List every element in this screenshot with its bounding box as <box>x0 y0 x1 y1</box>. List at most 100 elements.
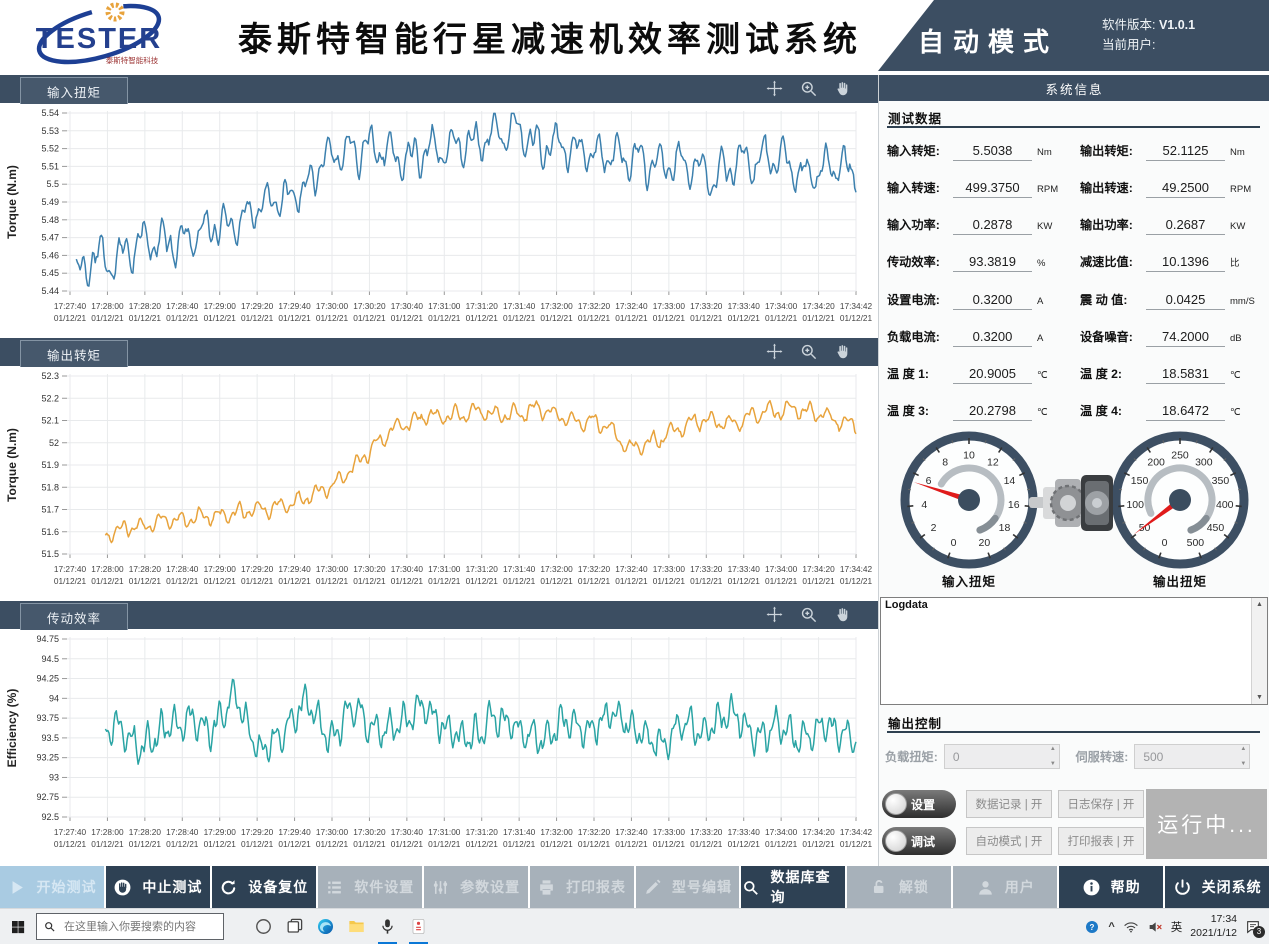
test-data-cell: 输入功率: 0.2878 KW <box>882 215 1075 236</box>
chart-header-1: 输入扭矩 <box>0 75 878 104</box>
abort-test-button[interactable]: 中止测试 <box>105 866 210 908</box>
svg-text:01/12/21: 01/12/21 <box>391 576 424 586</box>
taskbar-search[interactable] <box>36 913 224 940</box>
app-1-taskbar-icon[interactable] <box>372 909 403 944</box>
tray-clock[interactable]: 17:34 2021/1/12 <box>1190 913 1237 940</box>
pan-icon[interactable] <box>833 342 852 361</box>
notification-icon[interactable]: 3 <box>1245 919 1265 938</box>
chart-tab-1[interactable]: 输入扭矩 <box>20 77 128 104</box>
database-query-button[interactable]: 数据库查询 <box>741 866 846 908</box>
volume-muted-icon[interactable] <box>1147 919 1163 935</box>
svg-text:01/12/21: 01/12/21 <box>503 576 536 586</box>
scroll-up-icon[interactable]: ▲ <box>1256 601 1263 608</box>
software-settings-button[interactable]: 软件设置 <box>317 866 422 908</box>
logdata-box[interactable]: Logdata ▲ ▼ <box>880 597 1268 705</box>
flag-label: 打印报表 | 开 <box>1067 836 1135 848</box>
logo-subtext: 泰斯特智能科技 <box>106 55 159 65</box>
test-data-value: 93.3819 <box>953 254 1032 273</box>
step-down-icon[interactable]: ▼ <box>1049 760 1056 767</box>
test-data-cell: 传动效率: 93.3819% <box>882 252 1075 273</box>
device-reset-button[interactable]: 设备复位 <box>211 866 316 908</box>
edge-taskbar-icon[interactable] <box>310 909 341 944</box>
cortana-taskbar-icon[interactable] <box>248 909 279 944</box>
svg-text:17:28:00: 17:28:00 <box>91 564 124 574</box>
zoom-in-icon[interactable] <box>799 605 818 624</box>
svg-text:450: 450 <box>1207 522 1225 534</box>
crosshair-icon[interactable] <box>765 342 784 361</box>
chart-tab-3[interactable]: 传动效率 <box>20 603 128 630</box>
step-up-icon[interactable]: ▲ <box>1049 745 1056 752</box>
svg-text:01/12/21: 01/12/21 <box>765 839 798 849</box>
step-up-icon[interactable]: ▲ <box>1240 745 1247 752</box>
search-input[interactable] <box>62 919 217 934</box>
flag-label: 自动模式 | 开 <box>975 836 1043 848</box>
test-data-cell: 减速比值: 10.1396 比 <box>1075 252 1268 273</box>
svg-text:12: 12 <box>987 456 999 468</box>
output-control-fields: 负载扭矩: 0 ▲ ▼ 伺服转速: 500 ▲ ▼ <box>885 741 1266 771</box>
search-icon <box>45 922 55 932</box>
unlock-button[interactable]: 解锁 <box>847 866 952 908</box>
svg-text:17:31:00: 17:31:00 <box>428 827 461 837</box>
svg-text:17:34:20: 17:34:20 <box>802 827 835 837</box>
help-tray-icon[interactable]: ? <box>1084 919 1100 935</box>
user-button[interactable]: 用户 <box>953 866 1058 908</box>
test-data-value: 10.1396 <box>1146 254 1225 273</box>
print-report-flag-button[interactable]: 打印报表 | 开 <box>1058 827 1144 855</box>
chart-tab-2[interactable]: 输出转矩 <box>20 340 128 367</box>
test-data-label: 输入转速: <box>887 180 940 195</box>
control-area: 设置调试 数据记录 | 开 日志保存 | 开自动模式 | 开 打印报表 | 开运行中.… <box>882 788 1267 862</box>
svg-text:92.5: 92.5 <box>41 812 59 822</box>
step-down-icon[interactable]: ▼ <box>1240 760 1247 767</box>
app-2-taskbar-icon[interactable] <box>403 909 434 944</box>
system-info-title: 系统信息 <box>879 75 1269 101</box>
test-data-value: 20.9005 <box>953 366 1032 385</box>
settings-toggle[interactable]: 设置 <box>882 790 956 818</box>
svg-text:01/12/21: 01/12/21 <box>653 839 686 849</box>
svg-text:250: 250 <box>1171 450 1189 462</box>
auto-mode-flag-button[interactable]: 自动模式 | 开 <box>966 827 1052 855</box>
svg-text:17:33:20: 17:33:20 <box>690 827 723 837</box>
data-record-flag-button[interactable]: 数据记录 | 开 <box>966 790 1052 818</box>
output-control-field-servo-speed: 伺服转速: 500 ▲ ▼ <box>1076 743 1267 769</box>
gauge-dial: 0 24 68 10 12 14 16 18 20 <box>900 431 1038 569</box>
svg-text:17:33:20: 17:33:20 <box>690 301 723 311</box>
svg-text:17:30:00: 17:30:00 <box>316 564 349 574</box>
chart-block-2: 输出转矩 17:27:40 01/12/21 17:28:00 01/12/21 17:2… <box>0 338 878 601</box>
crosshair-icon[interactable] <box>765 79 784 98</box>
crosshair-icon[interactable] <box>765 605 784 624</box>
logdata-scrollbar[interactable]: ▲ ▼ <box>1251 598 1267 704</box>
log-save-flag-button[interactable]: 日志保存 | 开 <box>1058 790 1144 818</box>
input-language-indicator[interactable]: 英 <box>1170 921 1183 934</box>
zoom-in-icon[interactable] <box>799 342 818 361</box>
task-view-taskbar-icon[interactable] <box>279 909 310 944</box>
model-edit-button[interactable]: 型号编辑 <box>635 866 740 908</box>
load-torque-stepper[interactable]: 0 ▲ ▼ <box>943 743 1060 769</box>
svg-text:5.52: 5.52 <box>41 144 59 154</box>
pan-icon[interactable] <box>833 79 852 98</box>
file-explorer-taskbar-icon[interactable] <box>341 909 372 944</box>
running-status-button[interactable]: 运行中... <box>1146 789 1267 859</box>
start-button[interactable] <box>0 909 36 944</box>
svg-text:17:33:00: 17:33:00 <box>653 301 686 311</box>
svg-text:4: 4 <box>921 499 927 511</box>
tray-expand-icon[interactable]: ^ <box>1108 920 1115 933</box>
start-test-button[interactable]: 开始测试 <box>0 866 104 908</box>
svg-text:51.7: 51.7 <box>41 505 59 515</box>
debug-toggle[interactable]: 调试 <box>882 827 956 855</box>
scroll-down-icon[interactable]: ▼ <box>1256 694 1263 701</box>
stepper-arrows[interactable]: ▲ ▼ <box>1050 746 1056 767</box>
wifi-icon[interactable] <box>1123 919 1139 935</box>
print-report-button[interactable]: 打印报表 <box>529 866 634 908</box>
stepper-arrows[interactable]: ▲ ▼ <box>1240 746 1246 767</box>
svg-text:01/12/21: 01/12/21 <box>615 576 648 586</box>
zoom-in-icon[interactable] <box>799 79 818 98</box>
shutdown-button[interactable]: 关闭系统 <box>1165 866 1269 908</box>
servo-speed-stepper[interactable]: 500 ▲ ▼ <box>1134 743 1251 769</box>
parameter-settings-button[interactable]: 参数设置 <box>423 866 528 908</box>
svg-text:52: 52 <box>49 438 59 448</box>
help-button[interactable]: 帮助 <box>1059 866 1164 908</box>
test-data-row: 输入功率: 0.2878 KW 输出功率: 0.2687 KW <box>882 215 1268 236</box>
pan-icon[interactable] <box>833 605 852 624</box>
svg-text:17:32:20: 17:32:20 <box>578 564 611 574</box>
